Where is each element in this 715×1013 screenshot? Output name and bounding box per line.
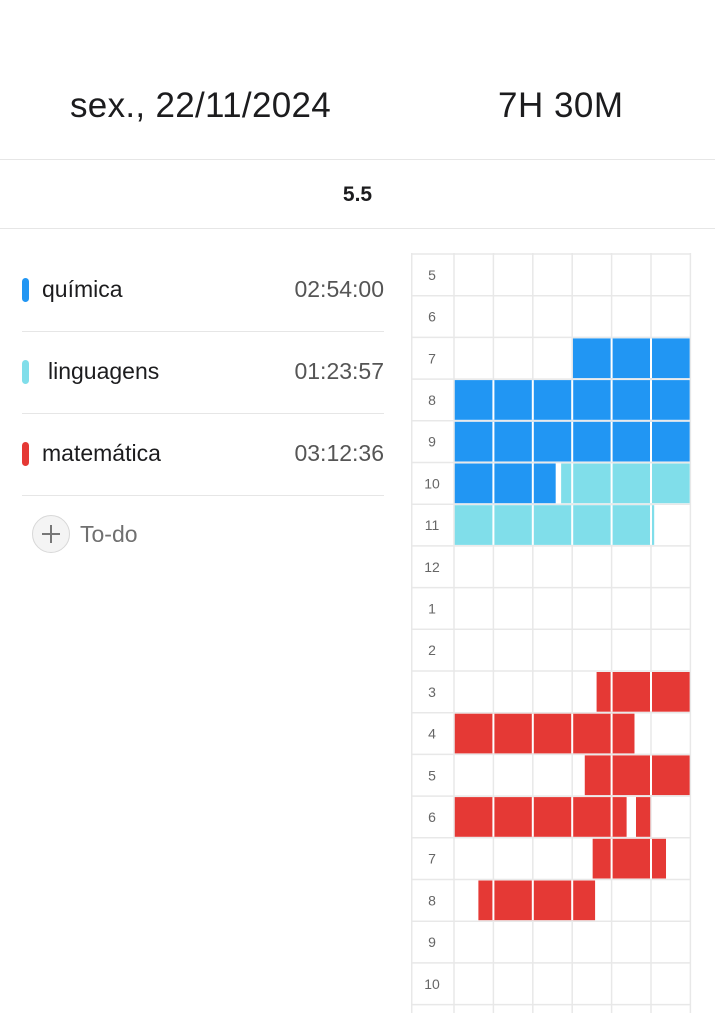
- study-block: [561, 463, 690, 504]
- study-block: [454, 713, 635, 754]
- subject-time: 03:12:36: [294, 440, 384, 466]
- hour-label: 10: [424, 976, 440, 992]
- study-block: [454, 797, 627, 837]
- hour-label: 4: [428, 726, 436, 742]
- color-dot: [22, 278, 29, 302]
- subject-time: 01:23:57: [294, 358, 384, 384]
- hour-label: 3: [428, 684, 436, 700]
- hour-label: 5: [428, 267, 436, 283]
- hour-label: 10: [424, 475, 440, 491]
- study-block: [478, 880, 596, 921]
- study-block: [454, 463, 556, 504]
- subject-name: matemática: [42, 440, 161, 466]
- study-block: [572, 338, 690, 379]
- hour-label: 9: [428, 434, 436, 450]
- study-block: [454, 505, 655, 545]
- subject-item-linguagens[interactable]: linguagens 01:23:57: [22, 332, 384, 414]
- hour-label: 1: [428, 600, 436, 616]
- total-time: 7H 30M: [498, 86, 624, 125]
- color-dot: [22, 442, 29, 466]
- subject-name: química: [42, 276, 123, 302]
- hour-label: 6: [428, 309, 436, 325]
- color-dot: [22, 360, 29, 384]
- hour-label: 9: [428, 934, 436, 950]
- study-block: [635, 797, 651, 837]
- hour-label: 5: [428, 767, 436, 783]
- hour-label: 7: [428, 851, 436, 867]
- hour-label: 7: [428, 350, 436, 366]
- subject-time: 02:54:00: [294, 276, 384, 302]
- subject-list: química 02:54:00 linguagens 01:23:57 mat…: [22, 250, 384, 496]
- hour-label: 2: [428, 642, 436, 658]
- day-header: sex., 22/11/2024 7H 30M: [0, 0, 715, 160]
- day-score[interactable]: 5.5: [342, 183, 373, 206]
- subject-item-quimica[interactable]: química 02:54:00: [22, 250, 384, 332]
- hour-label: 11: [425, 517, 440, 533]
- hour-label: 8: [428, 892, 436, 908]
- hour-label: 12: [424, 559, 440, 575]
- plus-icon: [32, 515, 70, 553]
- score-bar: 5.5: [0, 160, 715, 229]
- date-label[interactable]: sex., 22/11/2024: [70, 86, 332, 125]
- hour-label: 6: [428, 809, 436, 825]
- study-block: [596, 672, 690, 712]
- hour-label: 8: [428, 392, 436, 408]
- subject-item-matematica[interactable]: matemática 03:12:36: [22, 414, 384, 496]
- study-block: [592, 838, 667, 879]
- todo-label: To-do: [80, 521, 138, 547]
- timeline-grid[interactable]: 5 6 7 8 9 10 11 12 1 2 3 4 5 6 7 8 9 10: [411, 253, 694, 1013]
- study-block: [584, 755, 690, 796]
- subject-name: linguagens: [48, 358, 160, 384]
